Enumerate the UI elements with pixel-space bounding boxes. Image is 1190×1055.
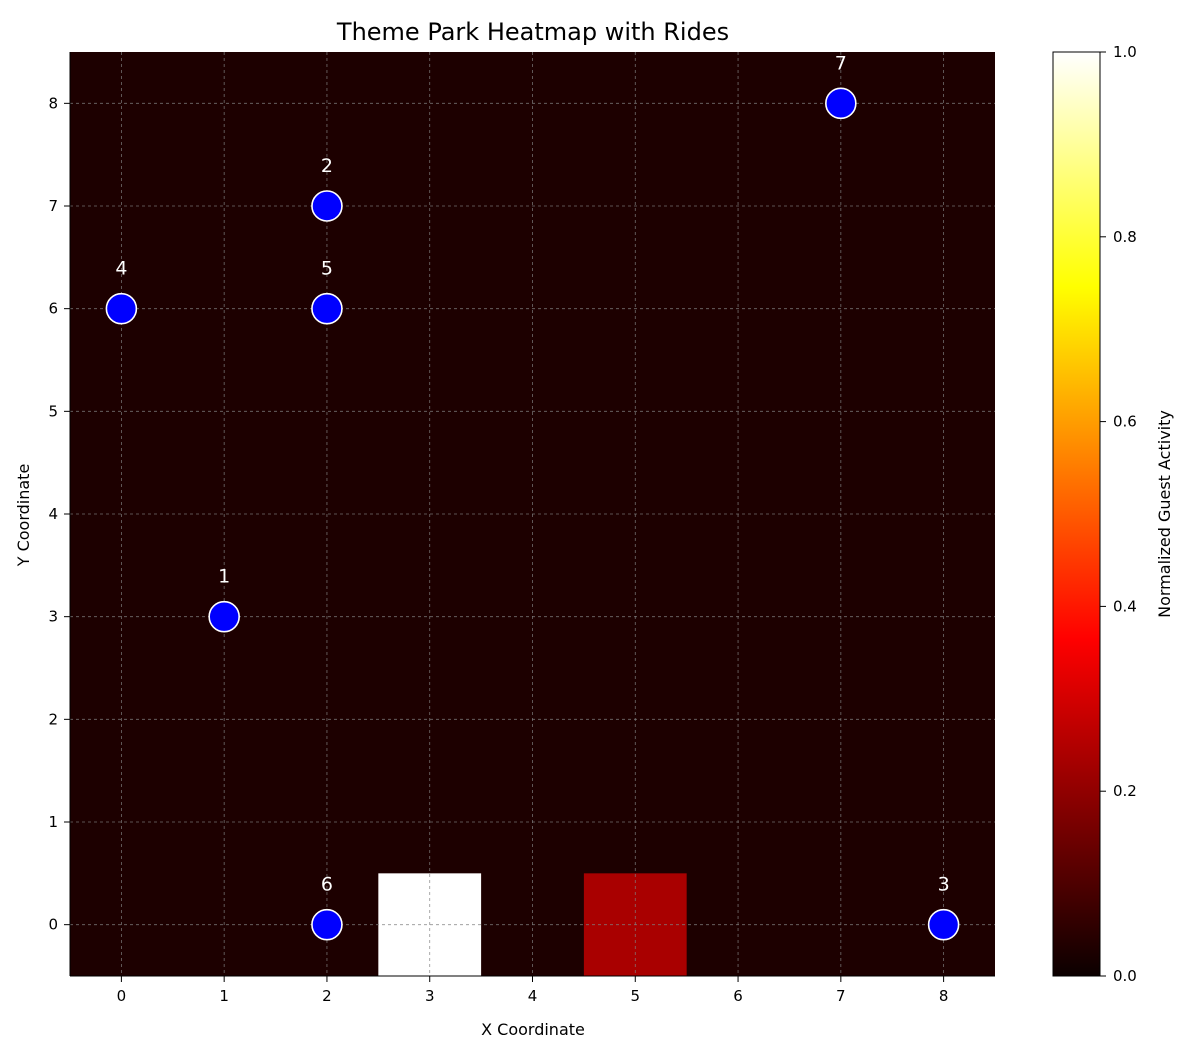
chart-title: Theme Park Heatmap with Rides — [336, 18, 729, 46]
ride-label: 4 — [115, 258, 127, 280]
y-axis: 0 1 2 3 4 5 6 7 8 — [48, 52, 71, 976]
x-tick-label: 4 — [528, 987, 538, 1005]
plot-area: 1 2 3 4 5 6 7 — [70, 52, 995, 976]
ride-label: 5 — [321, 258, 333, 280]
ride-label: 3 — [938, 874, 950, 896]
colorbar-gradient — [1052, 51, 1101, 977]
y-tick-label: 4 — [48, 505, 58, 523]
colorbar-tick-label: 0.8 — [1113, 228, 1137, 246]
ride-label: 2 — [321, 155, 333, 177]
ride-label: 6 — [321, 874, 333, 896]
ride-label: 7 — [835, 52, 847, 74]
colorbar-tick-label: 0.6 — [1113, 413, 1137, 431]
colorbar-tick-label: 0.4 — [1113, 597, 1137, 615]
y-axis-label: Y Coordinate — [14, 464, 33, 568]
colorbar-tick-label: 0.2 — [1113, 782, 1137, 800]
y-tick-label: 6 — [48, 300, 58, 318]
x-tick-label: 8 — [939, 987, 949, 1005]
ride-label: 1 — [218, 566, 230, 588]
y-tick-label: 3 — [48, 608, 58, 626]
ride-marker — [311, 292, 343, 325]
y-tick-label: 2 — [48, 710, 58, 728]
x-tick-label: 5 — [631, 987, 641, 1005]
x-tick-label: 2 — [322, 987, 332, 1005]
y-tick-label: 1 — [48, 813, 58, 831]
ride-marker — [105, 292, 138, 325]
ride-marker — [825, 87, 857, 120]
ride-marker — [311, 190, 343, 222]
colorbar-tick-label: 1.0 — [1113, 43, 1137, 61]
ride-marker — [927, 908, 960, 941]
colorbar-tick-label: 0.0 — [1113, 967, 1137, 985]
y-tick-label: 0 — [48, 916, 58, 934]
y-tick-label: 5 — [48, 402, 58, 420]
colorbar-label: Normalized Guest Activity — [1155, 410, 1174, 618]
ride-marker — [311, 908, 343, 941]
x-tick-label: 3 — [425, 987, 435, 1005]
x-tick-label: 6 — [733, 987, 743, 1005]
x-tick-label: 1 — [219, 987, 229, 1005]
colorbar — [1052, 51, 1101, 977]
x-tick-label: 7 — [836, 987, 846, 1005]
y-tick-label: 8 — [48, 94, 58, 112]
ride-marker — [208, 600, 240, 633]
x-axis-label: X Coordinate — [481, 1020, 585, 1039]
colorbar-axis: 0.0 0.2 0.4 0.6 0.8 1.0 — [1100, 43, 1137, 985]
x-axis: 0 1 2 3 4 5 6 7 8 — [70, 975, 995, 1005]
x-tick-label: 0 — [117, 987, 127, 1005]
y-tick-label: 7 — [48, 197, 58, 215]
